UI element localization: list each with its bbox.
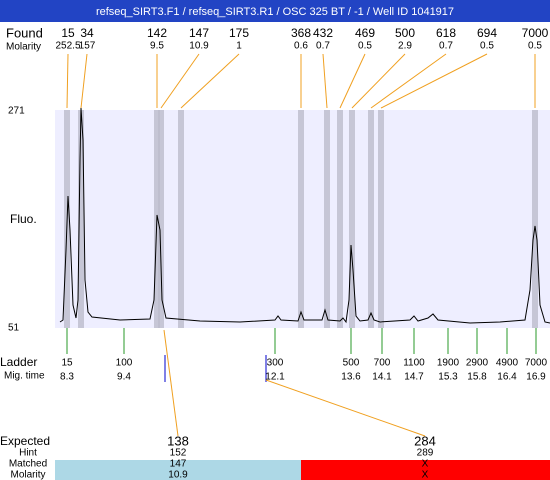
expected-cell: 138 xyxy=(167,433,189,448)
found-size: 432 xyxy=(313,26,333,40)
found-molarity: 0.7 xyxy=(316,41,330,52)
found-size: 147 xyxy=(189,26,209,40)
found-size: 142 xyxy=(147,26,167,40)
peak-band xyxy=(324,110,330,328)
ladder-time: 13.6 xyxy=(341,372,361,383)
peak-connector xyxy=(380,53,488,109)
found-size: 15 xyxy=(61,26,75,40)
ladder-size: 7000 xyxy=(525,358,548,369)
peak-band xyxy=(378,110,384,328)
found-size: 469 xyxy=(355,26,375,40)
ladder-size: 100 xyxy=(116,358,133,369)
title-bar xyxy=(0,0,550,22)
peak-connector xyxy=(370,53,447,109)
ladder-time: 16.9 xyxy=(526,372,546,383)
ladder-size: 1900 xyxy=(437,358,460,369)
ladder-time: 15.3 xyxy=(438,372,458,383)
molarity-label: Molarity xyxy=(6,42,41,53)
expected-cell: 152 xyxy=(170,448,187,459)
connector xyxy=(163,329,179,437)
found-size: 618 xyxy=(436,26,456,40)
found-molarity: 9.5 xyxy=(150,41,164,52)
unmatched-cell xyxy=(301,460,550,480)
expected-cell: 284 xyxy=(414,433,436,448)
ladder-time: 15.8 xyxy=(467,372,487,383)
ladder-size: 2900 xyxy=(466,358,489,369)
found-size: 368 xyxy=(291,26,311,40)
peak-connector xyxy=(180,53,240,109)
ladder-time: 16.4 xyxy=(497,372,517,383)
found-label: Found xyxy=(6,25,43,40)
expected-cell: X xyxy=(422,459,429,470)
expected-row-label: Molarity xyxy=(10,470,45,480)
found-molarity: 157 xyxy=(79,41,96,52)
expected-row-label: Hint xyxy=(19,448,37,459)
found-molarity: 0.5 xyxy=(480,41,494,52)
peak-band xyxy=(298,110,304,328)
found-molarity: 1 xyxy=(236,41,242,52)
expected-cell: 147 xyxy=(170,459,187,470)
ladder-time: 14.1 xyxy=(372,372,392,383)
peak-band xyxy=(158,110,164,328)
peak-band xyxy=(178,110,184,328)
ladder-time: 12.1 xyxy=(265,372,285,383)
peak-connector xyxy=(351,53,406,109)
y-top: 271 xyxy=(8,106,25,117)
title: refseq_SIRT3.F1 / refseq_SIRT3.R1 / OSC … xyxy=(96,6,454,18)
peak-connector xyxy=(339,53,366,109)
expected-cell: X xyxy=(422,470,429,480)
expected-row-label: Matched xyxy=(9,459,47,470)
ladder-time: 9.4 xyxy=(117,372,131,383)
found-molarity: 0.5 xyxy=(358,41,372,52)
found-molarity: 2.9 xyxy=(398,41,412,52)
peak-connector xyxy=(322,53,328,109)
found-molarity: 0.5 xyxy=(528,41,542,52)
found-molarity: 252.5 xyxy=(55,41,80,52)
found-molarity: 0.7 xyxy=(439,41,453,52)
expected-cell: 289 xyxy=(417,448,434,459)
ladder-label: Ladder xyxy=(0,355,37,369)
y-label: Fluo. xyxy=(10,212,37,226)
connector xyxy=(265,379,426,437)
peak-band xyxy=(532,110,538,328)
peak-connector xyxy=(160,53,200,109)
y-bottom: 51 xyxy=(8,323,20,334)
peak-band xyxy=(337,110,343,328)
peak-band xyxy=(78,110,84,328)
found-molarity: 10.9 xyxy=(189,41,209,52)
matched-cell xyxy=(55,460,301,480)
expected-row-label: Expected xyxy=(0,434,50,448)
trace xyxy=(59,107,550,324)
ladder-size: 1100 xyxy=(403,358,425,369)
found-molarity: 0.6 xyxy=(294,41,308,52)
found-size: 7000 xyxy=(522,26,549,40)
ladder-time: 8.3 xyxy=(60,372,74,383)
peak-band xyxy=(368,110,374,328)
ladder-size: 15 xyxy=(61,358,73,369)
found-size: 34 xyxy=(80,26,94,40)
ladder-size: 300 xyxy=(267,358,284,369)
found-size: 175 xyxy=(229,26,249,40)
found-size: 500 xyxy=(395,26,415,40)
peak-connector xyxy=(80,53,88,109)
peak-band xyxy=(349,110,355,328)
ladder-size: 4900 xyxy=(496,358,519,369)
ladder-time: 14.7 xyxy=(404,372,424,383)
found-size: 694 xyxy=(477,26,497,40)
migtime-label: Mig. time xyxy=(4,371,45,382)
ladder-size: 500 xyxy=(343,358,360,369)
peak-connector xyxy=(66,53,69,109)
expected-cell: 10.9 xyxy=(168,470,188,480)
ladder-size: 700 xyxy=(374,358,391,369)
